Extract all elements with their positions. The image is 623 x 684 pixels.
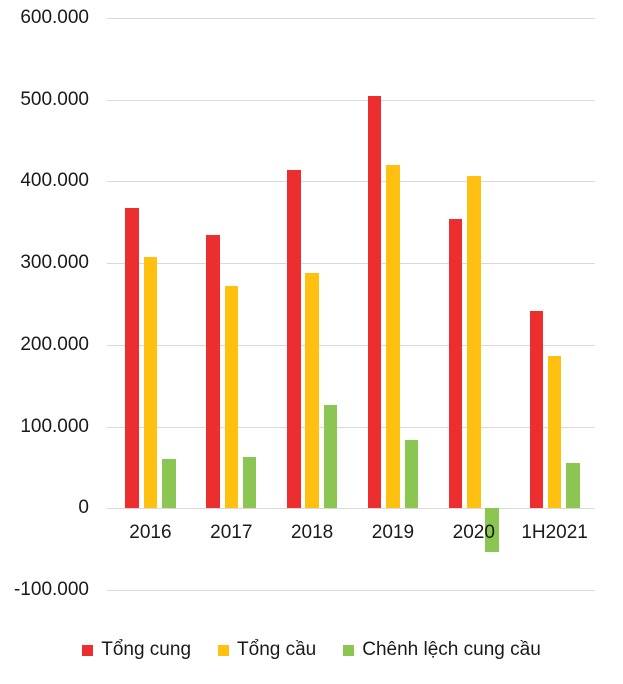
bar-2019-series-1 <box>386 165 400 509</box>
legend-item-series-1: Tổng cầu <box>218 639 316 661</box>
bar-2016-series-1 <box>143 256 158 509</box>
gridline <box>107 590 595 591</box>
legend-swatch-icon <box>343 644 355 656</box>
legend-item-series-2: Chênh lệch cung cầu <box>343 639 541 661</box>
bar-1H2021-series-1 <box>547 356 562 509</box>
y-axis-tick-label: 0 <box>78 497 89 519</box>
x-axis-category-label: 2018 <box>290 522 334 543</box>
bar-2019-series-2 <box>404 439 418 509</box>
bar-2018-series-2 <box>323 405 338 509</box>
bar-2019-series-0 <box>367 96 382 509</box>
bar-2016-series-0 <box>125 207 139 509</box>
legend-label: Chênh lệch cung cầu <box>362 639 541 660</box>
y-axis-tick-label: 400.000 <box>20 170 89 192</box>
y-axis-tick-label: 100.000 <box>20 415 89 437</box>
y-axis-tick-label: -100.000 <box>13 579 89 600</box>
x-axis-category-label: 2019 <box>371 522 415 543</box>
bar-1H2021-series-0 <box>529 310 543 509</box>
legend-swatch-icon <box>218 644 230 656</box>
legend-label: Tổng cầu <box>237 639 317 660</box>
legend: Tổng cung Tổng cầu Chênh lệch cung cầu <box>0 639 623 661</box>
bar-2020-series-2 <box>485 508 499 552</box>
bar-2017-series-0 <box>206 234 220 509</box>
y-axis-tick-label: 200.000 <box>20 333 89 355</box>
gridline <box>107 344 595 346</box>
y-axis-tick-label: 500.000 <box>20 88 89 110</box>
bar-2017-series-1 <box>224 286 238 509</box>
bar-2018-series-0 <box>287 170 301 509</box>
y-axis-tick-label: 300.000 <box>20 252 89 274</box>
bar-2018-series-1 <box>305 272 319 509</box>
x-axis-category-label: 2020 <box>452 522 495 543</box>
bar-1H2021-series-2 <box>566 462 580 509</box>
gridline <box>107 99 595 101</box>
x-axis-category-label: 2017 <box>210 522 253 543</box>
bar-2017-series-2 <box>242 456 257 509</box>
legend-swatch-icon <box>82 644 94 656</box>
gridline <box>107 426 595 428</box>
x-axis-category-label: 1H2021 <box>521 522 588 543</box>
bar-2020-series-0 <box>448 219 463 509</box>
gridline <box>107 263 595 265</box>
x-axis-category-label: 2016 <box>129 522 172 543</box>
legend-item-series-0: Tổng cung <box>82 639 191 661</box>
legend-label: Tổng cung <box>101 639 192 660</box>
bar-2020-series-1 <box>467 175 481 509</box>
gridline <box>107 181 595 183</box>
gridline <box>107 18 595 19</box>
bar-2016-series-2 <box>162 459 176 509</box>
y-axis-tick-label: 600.000 <box>20 7 89 28</box>
gridline <box>107 508 595 510</box>
